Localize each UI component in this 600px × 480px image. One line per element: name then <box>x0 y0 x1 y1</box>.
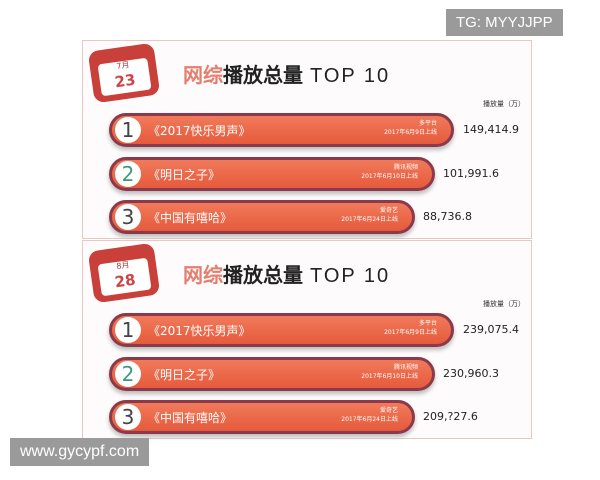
show-meta: 爱奇艺 2017年6月24日上线 <box>341 406 398 424</box>
rank-number: 2 <box>115 161 141 187</box>
title-main: 播放总量 <box>223 263 303 287</box>
rank-number: 1 <box>115 317 141 343</box>
watermark-bottom: www.gycypf.com <box>10 438 150 466</box>
title-en: TOP 10 <box>309 65 391 87</box>
show-meta: 腾讯视频 2017年6月10日上线 <box>361 363 418 381</box>
show-name: 《明日之子》 <box>148 368 221 382</box>
launch-date: 2017年6月24日上线 <box>341 416 398 423</box>
platform: 多平台 <box>418 320 437 327</box>
watermark-top: TG: MYYJJPP <box>446 9 563 36</box>
show-name: 《2017快乐男声》 <box>148 324 251 338</box>
title-main: 播放总量 <box>223 63 303 87</box>
launch-date: 2017年6月10日上线 <box>361 173 418 180</box>
ranking-panel: 7月 23 网综播放总量 TOP 10 播放量（万） 1 《2017快乐男声》 … <box>82 40 532 239</box>
ranking-panel: 8月 28 网综播放总量 TOP 10 播放量（万） 1 《2017快乐男声》 … <box>82 240 532 439</box>
platform: 爱奇艺 <box>379 207 398 214</box>
play-count: 209,?27.6 <box>423 410 478 423</box>
play-count: 88,736.8 <box>423 210 472 223</box>
play-count: 149,414.9 <box>463 123 519 136</box>
unit-label: 播放量（万） <box>483 100 525 108</box>
show-name: 《中国有嘻哈》 <box>148 411 233 425</box>
rank-bar: 1 《2017快乐男声》 多平台 2017年6月9日上线 <box>109 313 454 347</box>
play-count: 230,960.3 <box>443 367 499 380</box>
rank-bar: 2 《明日之子》 腾讯视频 2017年6月10日上线 <box>109 357 435 391</box>
platform: 多平台 <box>418 120 437 127</box>
rank-number: 2 <box>115 361 141 387</box>
title-highlight: 网综 <box>183 63 223 87</box>
rank-bar: 3 《中国有嘻哈》 爱奇艺 2017年6月24日上线 <box>109 200 415 234</box>
show-meta: 爱奇艺 2017年6月24日上线 <box>341 206 398 224</box>
show-meta: 多平台 2017年6月9日上线 <box>384 119 437 137</box>
launch-date: 2017年6月9日上线 <box>384 129 437 136</box>
rank-number: 3 <box>115 404 141 430</box>
launch-date: 2017年6月10日上线 <box>361 373 418 380</box>
show-meta: 多平台 2017年6月9日上线 <box>384 319 437 337</box>
unit-label: 播放量（万） <box>483 300 525 308</box>
platform: 爱奇艺 <box>379 407 398 414</box>
platform: 腾讯视频 <box>393 364 418 371</box>
rank-bar: 2 《明日之子》 腾讯视频 2017年6月10日上线 <box>109 157 435 191</box>
panel-title: 网综播放总量 TOP 10 <box>183 59 390 88</box>
rank-bar: 3 《中国有嘻哈》 爱奇艺 2017年6月24日上线 <box>109 400 415 434</box>
rank-bar: 1 《2017快乐男声》 多平台 2017年6月9日上线 <box>109 113 454 147</box>
platform: 腾讯视频 <box>393 164 418 171</box>
calendar-day: 23 <box>113 70 137 92</box>
calendar-icon: 7月 23 <box>87 42 161 104</box>
show-name: 《中国有嘻哈》 <box>148 211 233 225</box>
play-count: 101,991.6 <box>443 167 499 180</box>
play-count: 239,075.4 <box>463 323 519 336</box>
launch-date: 2017年6月24日上线 <box>341 216 398 223</box>
panel-title: 网综播放总量 TOP 10 <box>183 259 390 288</box>
launch-date: 2017年6月9日上线 <box>384 329 437 336</box>
show-name: 《2017快乐男声》 <box>148 124 251 138</box>
show-meta: 腾讯视频 2017年6月10日上线 <box>361 163 418 181</box>
rank-number: 1 <box>115 117 141 143</box>
title-highlight: 网综 <box>183 263 223 287</box>
calendar-day: 28 <box>113 270 137 292</box>
rank-number: 3 <box>115 204 141 230</box>
title-en: TOP 10 <box>309 265 391 287</box>
show-name: 《明日之子》 <box>148 168 221 182</box>
calendar-icon: 8月 28 <box>87 242 161 304</box>
